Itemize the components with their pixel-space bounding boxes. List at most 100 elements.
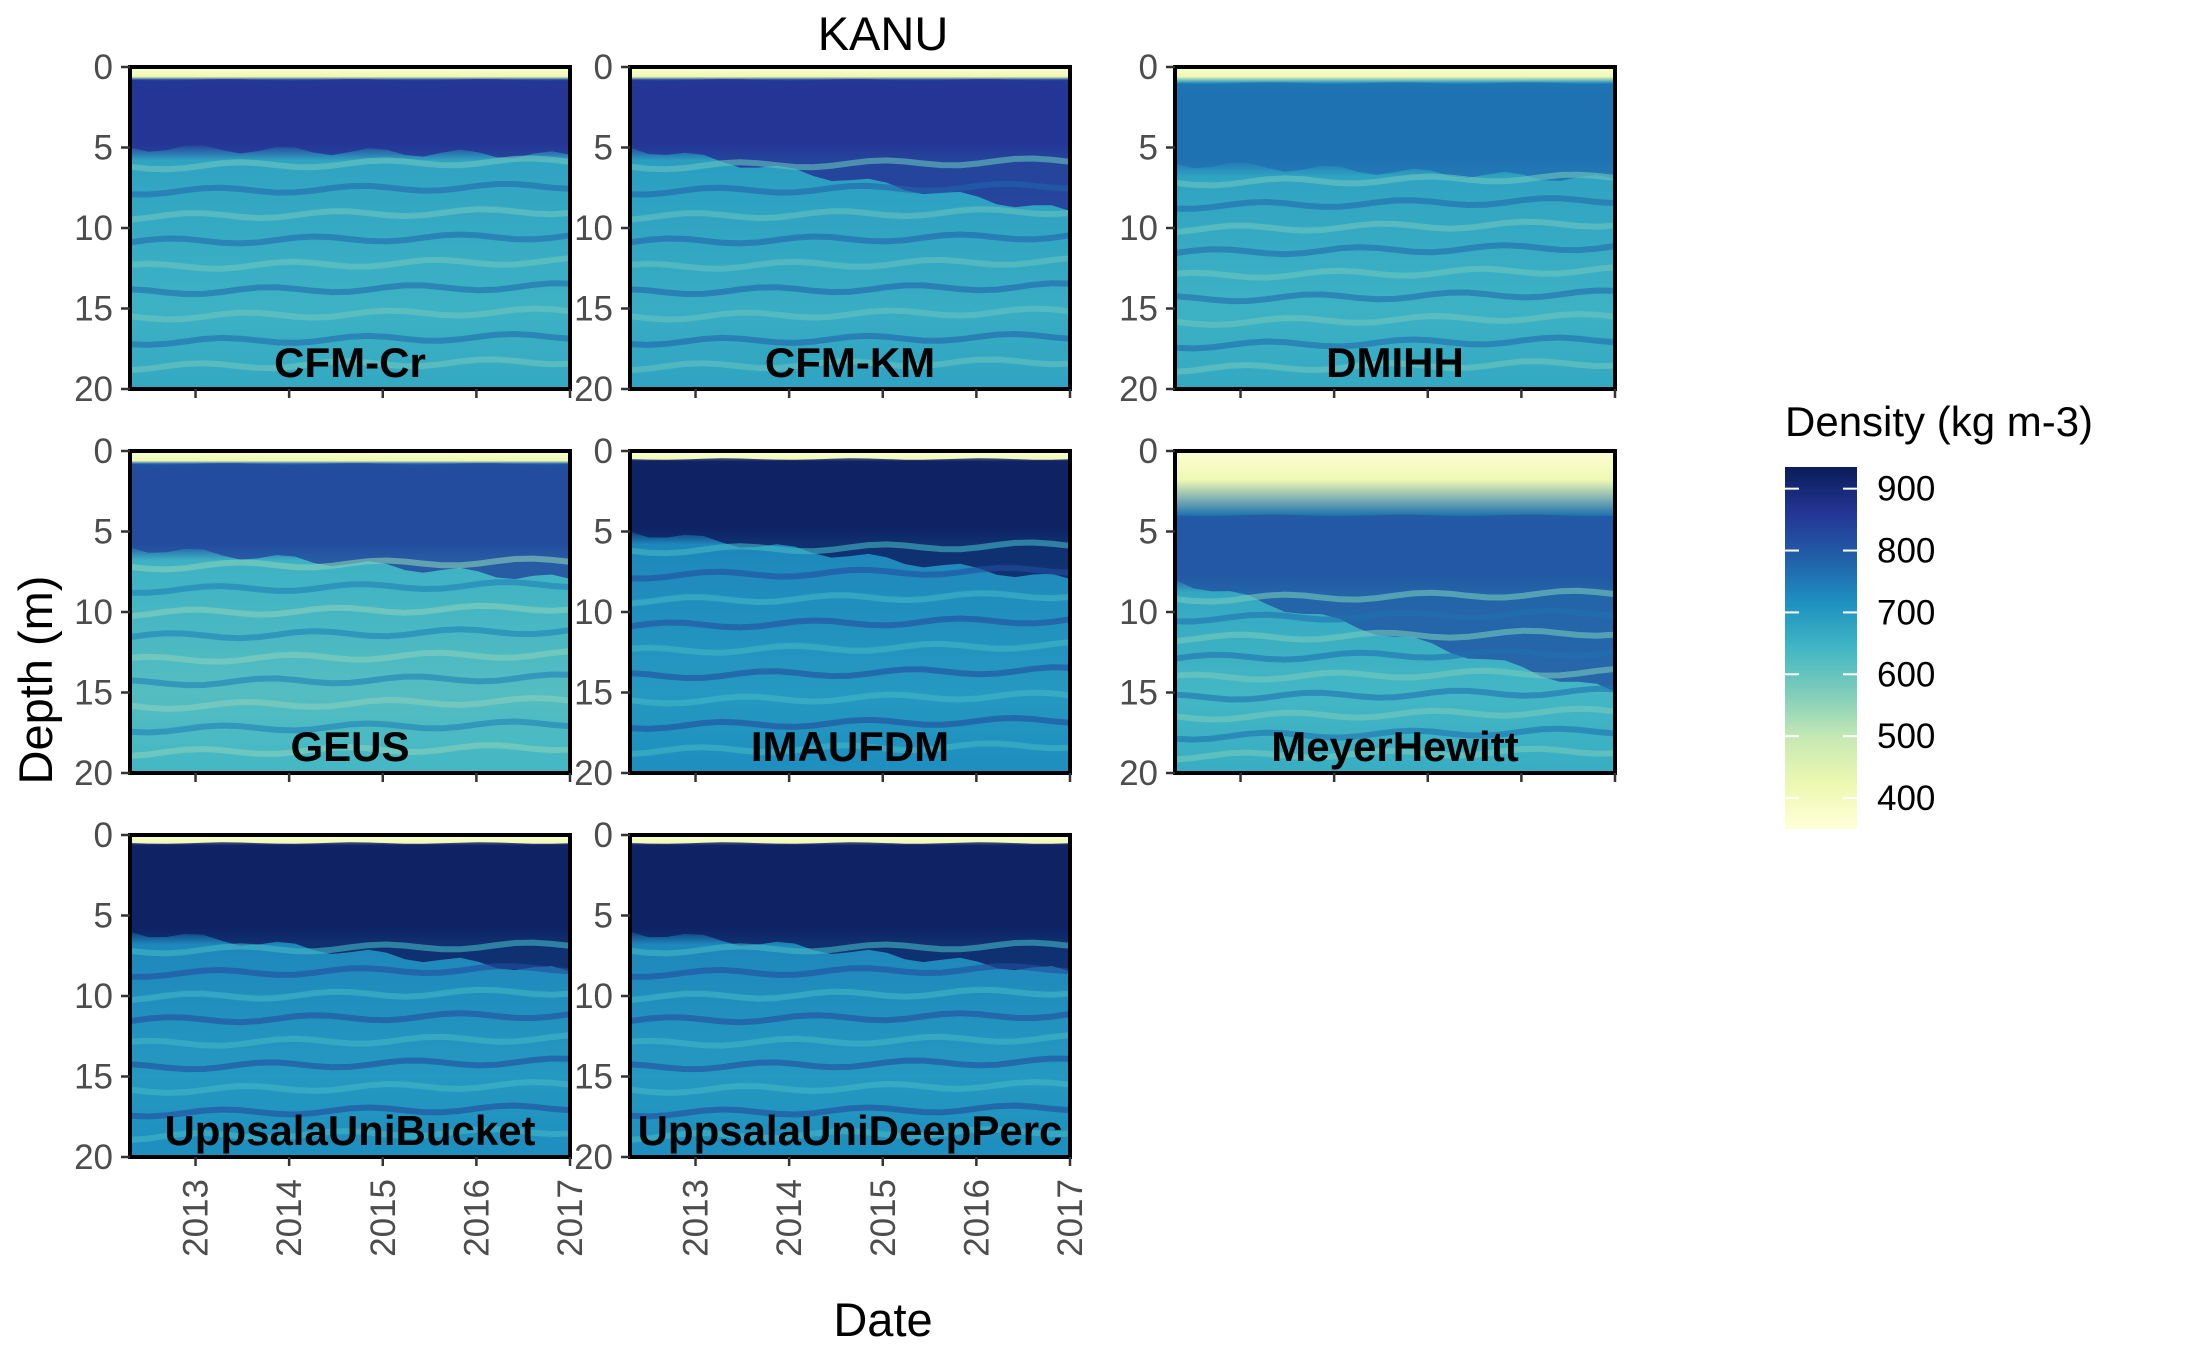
density-layer-stripe bbox=[1174, 264, 1616, 281]
y-tick-label: 15 bbox=[74, 290, 113, 329]
density-layer-stripe bbox=[629, 986, 1071, 1004]
density-layer-stripe bbox=[129, 1032, 571, 1049]
panel-imaufdm: 0 5 10 15 20 IMAUFDM bbox=[574, 432, 1072, 793]
y-tick-label: 5 bbox=[594, 129, 613, 168]
density-layer-stripe bbox=[629, 181, 1071, 198]
density-layer-stripe bbox=[629, 280, 1071, 298]
density-layer-stripe bbox=[629, 740, 1071, 758]
dense-layer bbox=[1175, 82, 1615, 181]
panel-label: MeyerHewitt bbox=[1271, 723, 1518, 770]
density-layer-stripe bbox=[1174, 685, 1616, 703]
density-layer-stripe bbox=[629, 155, 1071, 173]
x-tick-label: 2015 bbox=[364, 1179, 403, 1257]
density-layer-stripe bbox=[629, 206, 1071, 223]
density-layer-stripe bbox=[129, 1126, 571, 1143]
density-layer-stripe bbox=[1174, 287, 1616, 305]
density-layer-stripe bbox=[629, 664, 1071, 682]
y-tick-label: 15 bbox=[74, 1058, 113, 1097]
density-layer-stripe bbox=[129, 986, 571, 1004]
density-layer-stripe bbox=[1174, 705, 1616, 723]
y-tick-label: 20 bbox=[74, 370, 113, 409]
y-tick-label: 20 bbox=[1119, 370, 1158, 409]
density-layer-stripe bbox=[129, 742, 571, 759]
y-tick-label: 5 bbox=[94, 897, 113, 936]
panel-label: GEUS bbox=[290, 723, 409, 770]
density-layer-stripe bbox=[1174, 242, 1616, 258]
density-layer-stripe bbox=[629, 1078, 1071, 1096]
density-layer-stripe bbox=[129, 939, 571, 957]
legend-tick-label: 500 bbox=[1877, 717, 1935, 756]
y-tick-label: 0 bbox=[594, 816, 613, 855]
density-layer-stripe bbox=[129, 330, 571, 348]
panel-cfm-cr: 0 5 10 15 20 CFM-Cr bbox=[74, 48, 572, 409]
y-tick-label: 10 bbox=[574, 593, 613, 632]
density-layer-stripe bbox=[129, 280, 571, 298]
density-layer-stripe bbox=[1174, 334, 1616, 352]
dense-layer bbox=[630, 842, 1070, 971]
density-layer-stripe bbox=[129, 255, 571, 272]
legend-tick-label: 400 bbox=[1877, 779, 1935, 818]
density-layer-stripe bbox=[629, 714, 1071, 732]
density-layer-stripe bbox=[129, 1102, 571, 1120]
y-tick-label: 5 bbox=[1139, 129, 1158, 168]
y-tick-label: 20 bbox=[74, 1138, 113, 1177]
density-layer-stripe bbox=[1174, 218, 1616, 236]
y-tick-label: 15 bbox=[574, 290, 613, 329]
dense-layer bbox=[130, 79, 570, 158]
density-layer-stripe bbox=[129, 671, 571, 689]
density-layer-stripe bbox=[1174, 725, 1616, 743]
y-tick-label: 20 bbox=[1119, 754, 1158, 793]
chart-title: KANU bbox=[818, 7, 949, 60]
density-layer-stripe bbox=[129, 231, 571, 247]
density-layer-stripe bbox=[1174, 310, 1616, 328]
y-tick-label: 15 bbox=[1119, 290, 1158, 329]
x-tick-label: 2017 bbox=[1051, 1179, 1090, 1257]
density-layer-stripe bbox=[129, 1055, 571, 1073]
density-layer-stripe bbox=[129, 305, 571, 323]
density-layer-stripe bbox=[129, 356, 571, 374]
y-tick-label: 0 bbox=[94, 816, 113, 855]
density-layer-stripe bbox=[629, 1126, 1071, 1143]
density-layer-stripe bbox=[629, 356, 1071, 374]
density-layer-stripe bbox=[629, 689, 1071, 707]
y-axis-title: Depth (m) bbox=[9, 576, 62, 785]
y-tick-label: 20 bbox=[574, 1138, 613, 1177]
density-layer-stripe bbox=[129, 181, 571, 198]
y-tick-label: 5 bbox=[1139, 513, 1158, 552]
legend-tick-label: 700 bbox=[1877, 593, 1935, 632]
dense-layer bbox=[130, 463, 570, 580]
density-layer-stripe bbox=[629, 963, 1071, 980]
panel-label: UppsalaUniDeepPerc bbox=[638, 1107, 1063, 1154]
legend-tick-label: 800 bbox=[1877, 532, 1935, 571]
density-layer-stripe bbox=[129, 1010, 571, 1026]
x-tick-label: 2013 bbox=[677, 1179, 716, 1257]
density-layer-stripe bbox=[129, 694, 571, 712]
x-tick-label: 2016 bbox=[457, 1179, 496, 1257]
x-tick-label: 2016 bbox=[957, 1179, 996, 1257]
y-tick-label: 0 bbox=[594, 432, 613, 471]
y-tick-label: 0 bbox=[94, 432, 113, 471]
y-tick-label: 10 bbox=[74, 209, 113, 248]
density-layer-stripe bbox=[629, 330, 1071, 348]
density-layer-stripe bbox=[629, 639, 1071, 656]
density-layer-stripe bbox=[1174, 666, 1616, 683]
y-tick-label: 10 bbox=[574, 977, 613, 1016]
density-layer-stripe bbox=[1174, 195, 1616, 212]
y-tick-label: 5 bbox=[594, 513, 613, 552]
panel-dmihh: 0 5 10 15 20 DMIHH bbox=[1119, 48, 1617, 409]
panel-label: DMIHH bbox=[1326, 339, 1464, 386]
density-layer-stripe bbox=[629, 305, 1071, 323]
density-layer-stripe bbox=[129, 1078, 571, 1096]
y-tick-label: 20 bbox=[574, 370, 613, 409]
density-layer-stripe bbox=[629, 539, 1071, 557]
facet-panels: 0 5 10 15 20 CFM-Cr 0 5 10 15 20 CFM-KM 0 5 10 15 20 DMIH… bbox=[74, 48, 1617, 1257]
y-tick-label: 20 bbox=[74, 754, 113, 793]
panel-uppsalaunibucket: 0 5 10 15 20 2013 2014 2015 2016 2017 UppsalaUniBu… bbox=[74, 816, 590, 1257]
density-layer-stripe bbox=[129, 602, 571, 620]
panel-label: CFM-Cr bbox=[274, 339, 426, 386]
y-tick-label: 10 bbox=[1119, 209, 1158, 248]
y-tick-label: 10 bbox=[74, 593, 113, 632]
density-layer-stripe bbox=[1174, 171, 1616, 189]
x-axis-title: Date bbox=[833, 1293, 932, 1346]
